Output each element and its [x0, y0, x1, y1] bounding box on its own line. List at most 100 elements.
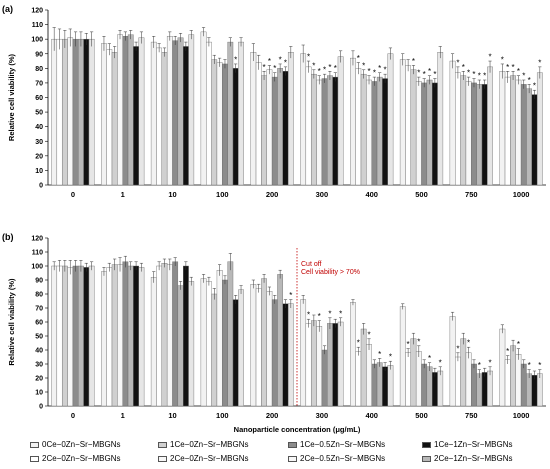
bar [51, 38, 58, 186]
y-tick-label: 0 [39, 183, 43, 190]
y-tick-label: 120 [31, 8, 43, 15]
bar [266, 291, 273, 407]
y-tick-label: 20 [35, 376, 43, 383]
significance-mark: * [328, 63, 331, 72]
y-tick-label: 120 [31, 236, 43, 243]
significance-mark: * [488, 53, 491, 62]
significance-mark: * [307, 311, 310, 320]
significance-mark: * [289, 291, 292, 300]
significance-mark: * [538, 58, 541, 67]
bar [360, 328, 367, 407]
bar [206, 41, 212, 186]
significance-mark: * [378, 64, 381, 73]
significance-mark: * [357, 339, 360, 348]
bar [261, 75, 267, 186]
bar [371, 363, 378, 407]
bar [399, 306, 406, 407]
bar [271, 76, 278, 186]
bar [399, 59, 406, 186]
bar [67, 267, 74, 407]
bar [405, 65, 411, 186]
significance-mark: * [263, 63, 266, 72]
bar [188, 34, 195, 186]
x-tick-label: 400 [365, 411, 378, 420]
bar [183, 46, 189, 186]
x-tick-label: 500 [415, 411, 428, 420]
legend-label: 1Ce−0Zn−Sr−MBGNs [170, 440, 249, 449]
bar [150, 41, 157, 186]
bar [78, 38, 84, 186]
bar [449, 316, 456, 407]
bar [232, 299, 239, 407]
bar [238, 41, 244, 186]
y-tick-label: 60 [35, 95, 43, 102]
legend-swatch [30, 455, 39, 462]
bar [432, 82, 438, 186]
x-tick-label: 500 [415, 190, 428, 199]
bar [382, 78, 388, 186]
bar [127, 34, 134, 186]
bar [355, 351, 362, 407]
bar [106, 267, 113, 407]
significance-mark: * [284, 58, 287, 67]
bar [481, 372, 488, 407]
y-tick-label: 0 [39, 404, 43, 411]
bar [471, 82, 477, 186]
y-axis-label: Relative cell viability (%) [7, 278, 16, 366]
significance-mark: * [483, 72, 486, 81]
legend-swatch [288, 441, 297, 448]
bar [350, 302, 356, 407]
bar [282, 71, 289, 186]
significance-mark: * [268, 57, 271, 66]
bar [250, 52, 257, 186]
significance-mark: * [378, 350, 381, 359]
bar [504, 76, 511, 186]
bar [227, 261, 234, 407]
bar [200, 31, 207, 186]
bar [376, 362, 383, 407]
bar [332, 76, 339, 186]
bar [216, 270, 223, 407]
significance-mark: * [462, 63, 465, 72]
bar [287, 52, 294, 186]
legend-item: 0Ce−0Zn−Sr−MBGNs [30, 440, 120, 449]
significance-mark: * [423, 70, 426, 79]
bar [261, 278, 267, 407]
x-tick-label: 750 [465, 411, 478, 420]
legend-swatch [158, 455, 167, 462]
bar [161, 263, 168, 407]
significance-mark: * [362, 61, 365, 70]
bar [232, 68, 239, 186]
x-tick-label: 100 [216, 411, 229, 420]
bar [56, 38, 63, 186]
bar [150, 277, 157, 407]
x-tick-label: 750 [465, 190, 478, 199]
bar [327, 75, 333, 186]
significance-mark: * [528, 361, 531, 370]
bar [200, 278, 207, 407]
legend-item: 2Ce−0Zn−Sr−MBGNs [30, 454, 120, 463]
bar [510, 75, 516, 186]
bar [61, 265, 68, 407]
legend-item: 2Ce−0.5Zn−Sr−MBGNs [288, 454, 385, 463]
bar [360, 73, 367, 186]
significance-mark: * [467, 69, 470, 78]
legend-label: 1Ce−0.5Zn−Sr−MBGNs [300, 440, 386, 449]
x-tick-label: 1000 [513, 190, 530, 199]
bar [387, 53, 394, 186]
bar [515, 354, 522, 407]
bar [520, 363, 527, 407]
y-tick-label: 60 [35, 320, 43, 327]
significance-mark: * [328, 309, 331, 318]
bar [405, 352, 411, 407]
legend-label: 0Ce−0Zn−Sr−MBGNs [42, 440, 121, 449]
significance-mark: * [417, 337, 420, 346]
bar [133, 46, 139, 186]
bar [271, 299, 278, 407]
bar [238, 289, 244, 407]
significance-mark: * [517, 67, 520, 76]
legend-label: 2Ce−0Zn−Sr−MBGNs [42, 454, 121, 463]
x-tick-label: 10 [168, 190, 176, 199]
bar [101, 43, 107, 186]
bar [161, 52, 168, 186]
